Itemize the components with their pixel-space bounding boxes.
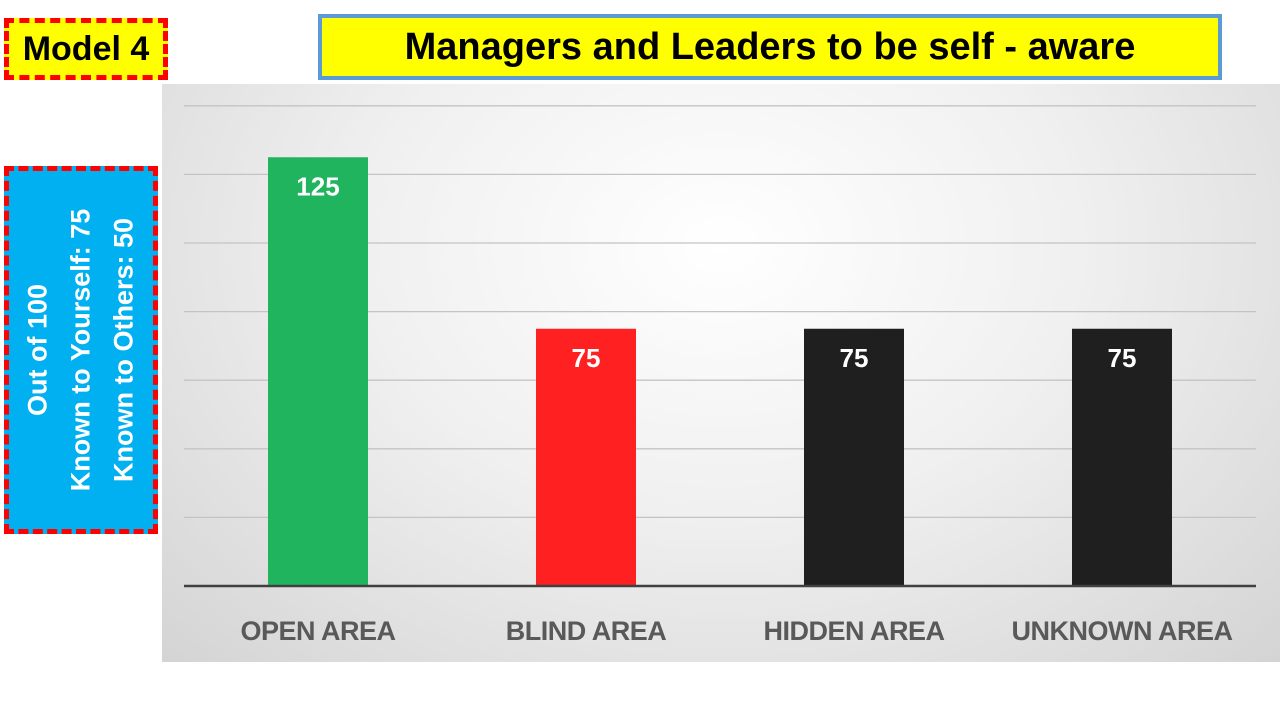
data-label: 75 [1108,343,1137,373]
side-note-line-3: Known to Others: 50 [108,218,139,483]
x-tick-label: UNKNOWN AREA [1012,616,1233,646]
model-label: Model 4 [4,18,168,80]
side-note-line-2: Known to Yourself: 75 [65,208,96,492]
side-note-line-1: Out of 100 [22,283,53,417]
chart-title: Managers and Leaders to be self - aware [318,14,1222,80]
x-tick-label: OPEN AREA [240,616,395,646]
bar-blind-area [536,328,636,586]
bar-chart: 125 OPEN AREA 75 BLIND AREA 75 HIDDEN AREA 75 U… [184,105,1256,646]
data-label: 125 [296,171,339,201]
side-note-text: Out of 100 Known to Yourself: 75 Known t… [17,174,146,526]
side-note-box: Out of 100 Known to Yourself: 75 Known t… [4,166,158,534]
bar-hidden-area [804,328,904,586]
bar-unknown-area [1072,328,1172,586]
data-label: 75 [572,343,601,373]
x-tick-label: HIDDEN AREA [763,616,944,646]
x-tick-label: BLIND AREA [506,616,667,646]
data-label: 75 [840,343,869,373]
bar-open-area [268,157,368,586]
chart-panel: 125 OPEN AREA 75 BLIND AREA 75 HIDDEN AREA 75 U… [162,84,1280,662]
